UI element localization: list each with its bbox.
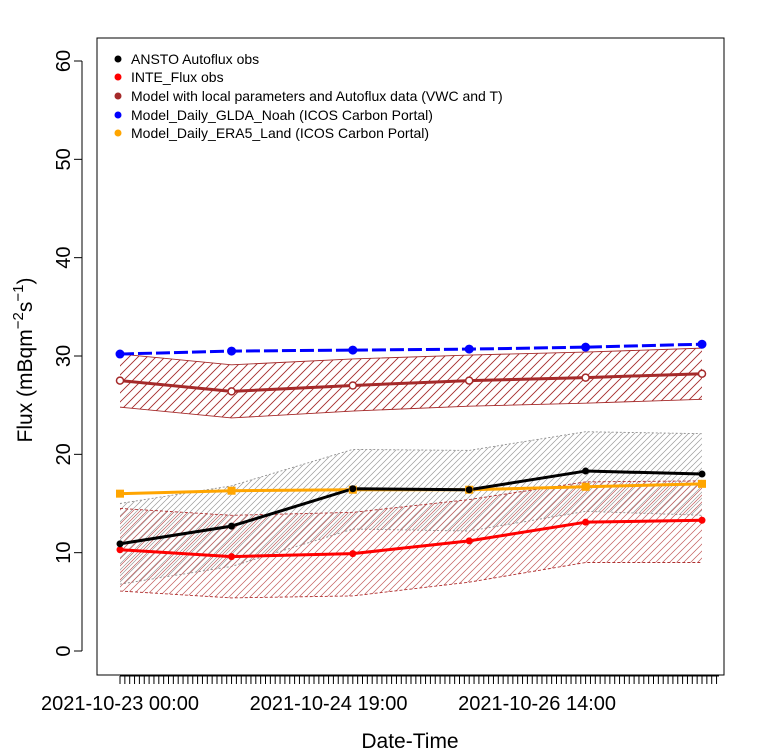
point-ansto-0 [116, 540, 124, 548]
point-model-local-0 [115, 376, 125, 385]
point-ansto-5 [698, 470, 706, 478]
y-tick-label-1: 10 [53, 542, 75, 564]
legend-marker-glda [114, 111, 122, 119]
y-tick-label-2: 20 [53, 443, 75, 465]
point-model-local-4 [581, 373, 590, 382]
point-glda-5 [697, 339, 707, 349]
line-ansto [119, 469, 703, 546]
y-axis: 0 10 20 30 40 50 60 [53, 50, 83, 657]
legend-marker-ansto [114, 55, 122, 63]
point-glda-1 [227, 346, 237, 356]
x-axis-title: Date-Time [361, 730, 458, 752]
point-ansto-2 [349, 485, 357, 493]
band-upper-model-local [119, 347, 703, 366]
band-lower-inte [119, 562, 702, 599]
point-era5-5 [698, 479, 706, 488]
point-glda-4 [581, 342, 591, 352]
point-era5-4 [581, 482, 590, 491]
legend-marker-model-local [114, 92, 122, 100]
point-glda-3 [464, 344, 474, 354]
point-inte-5 [698, 516, 706, 524]
x-axis: 2021-10-23 00:00 2021-10-24 19:00 2021-10-… [41, 675, 719, 715]
legend-label-glda: Model_Daily_GLDA_Noah (ICOS Carbon Porta… [131, 107, 433, 123]
y-axis-title-end: ) [14, 278, 37, 285]
band-lower-model-local [119, 398, 703, 419]
point-glda-0 [115, 349, 125, 359]
series-lines [119, 342, 703, 559]
y-axis-title-mid: s [14, 302, 37, 313]
plot-frame [96, 37, 725, 676]
y-axis-title: Flux (mBqm−2s−1) [10, 278, 37, 443]
y-tick-label-3: 30 [53, 345, 75, 367]
point-era5-1 [227, 486, 236, 495]
point-inte-4 [582, 518, 590, 526]
y-axis-title-main: Flux (mBqm [14, 329, 37, 442]
legend-marker-era5 [114, 129, 122, 137]
legend-label-model-local: Model with local parameters and Autoflux… [131, 88, 503, 104]
point-era5-0 [116, 489, 124, 498]
point-model-local-1 [227, 387, 236, 396]
y-axis-title-sup1: −2 [10, 312, 27, 329]
legend-label-era5: Model_Daily_ERA5_Land (ICOS Carbon Porta… [131, 125, 429, 141]
band-upper-ansto [119, 431, 703, 504]
y-tick-label-0: 0 [53, 645, 75, 656]
y-axis-title-sup2: −1 [10, 285, 27, 302]
point-inte-2 [349, 550, 357, 558]
point-model-local-5 [697, 369, 707, 378]
point-inte-3 [465, 537, 473, 545]
y-tick-label-5: 50 [53, 148, 75, 170]
legend-marker-inte [114, 73, 122, 81]
point-ansto-3 [465, 486, 473, 494]
legend-label-ansto: ANSTO Autoflux obs [131, 51, 259, 67]
line-glda [119, 342, 703, 356]
line-inte [119, 518, 703, 559]
point-ansto-1 [228, 522, 236, 530]
y-tick-label-4: 40 [53, 247, 75, 269]
x-tick-label-2: 2021-10-26 14:00 [458, 693, 616, 715]
point-ansto-4 [582, 467, 590, 475]
legend-label-inte: INTE_Flux obs [131, 69, 224, 85]
point-inte-1 [228, 553, 236, 561]
y-tick-label-6: 60 [53, 50, 75, 72]
line-model-local [119, 372, 703, 393]
point-glda-2 [348, 345, 358, 355]
point-inte-0 [116, 546, 124, 554]
point-model-local-2 [348, 381, 358, 390]
band-inte [120, 480, 702, 598]
x-tick-label-1: 2021-10-24 19:00 [250, 693, 408, 715]
point-model-local-3 [464, 376, 474, 385]
x-tick-label-0: 2021-10-23 00:00 [41, 693, 199, 715]
series-points [115, 339, 707, 561]
legend: ANSTO Autoflux obs INTE_Flux obs Model w… [114, 51, 503, 141]
band-upper-inte [119, 480, 703, 516]
